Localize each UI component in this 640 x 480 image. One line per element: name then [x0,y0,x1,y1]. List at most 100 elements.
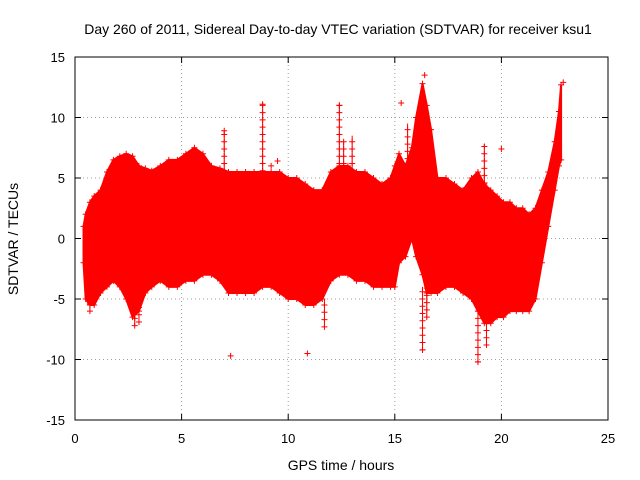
x-axis: 0 5 10 15 20 25 [71,57,615,446]
y-axis-title: SDTVAR / TECUs [5,183,21,295]
edge-marker [110,156,117,163]
x-tick-label: 20 [494,431,508,446]
spike-marker [474,351,481,358]
edge-marker [460,289,467,296]
edge-marker [97,187,104,194]
outlier-point [560,79,567,86]
edge-marker [225,289,232,296]
spike-marker [131,322,138,329]
edge-marker [302,181,309,188]
edge-marker [474,168,481,175]
spike-marker [404,162,411,169]
spike-marker [349,138,356,145]
spike-marker [419,296,426,302]
spike-marker [135,289,142,296]
spike-marker [336,131,343,138]
edge-marker [276,289,283,296]
edge-marker [319,187,326,194]
edge-marker [391,283,398,290]
spike-marker [419,325,426,332]
x-tick-label: 5 [178,431,185,446]
spike-marker [86,286,93,293]
outlier-point [421,72,428,79]
edge-marker [129,153,136,160]
edge-marker [551,138,558,145]
spike-marker [259,138,266,145]
spike-marker [135,318,142,325]
edge-marker [336,271,343,278]
y-tick-label: 5 [58,171,65,186]
spike-marker [419,288,426,295]
edge-marker [242,289,249,296]
edge-marker [545,168,552,175]
edge-marker [526,308,533,315]
edge-marker [216,165,223,172]
data-band [82,83,563,325]
spike-marker [135,297,142,304]
edge-marker [208,271,215,278]
edge-marker [419,80,426,87]
edge-marker [142,165,149,172]
spike-marker [259,153,266,160]
edge-marker [532,205,539,212]
edge-marker [344,271,351,278]
edge-marker [379,181,386,188]
spike-marker [474,329,481,336]
spike-marker [321,323,328,330]
edge-marker [408,235,415,242]
edge-marker [174,156,181,163]
spike-marker [349,175,356,181]
edge-marker [519,308,526,315]
spike-marker [404,155,411,162]
edge-marker [251,168,258,175]
spike-marker [404,133,411,140]
edge-marker [353,277,360,284]
edge-marker [91,193,98,200]
spike-marker [221,138,228,145]
edge-marker [451,181,458,188]
x-tick-label: 25 [601,431,615,446]
edge-marker [86,199,93,206]
edge-marker [234,289,241,296]
outlier-point [398,99,405,106]
outlier-point [227,352,234,359]
edge-marker [353,168,360,175]
spike-marker [481,150,488,157]
spike-marker [419,339,426,346]
edge-marker [216,277,223,284]
edge-marker [519,205,526,212]
spike-marker [340,138,347,145]
x-tick-label: 10 [281,431,295,446]
spike-marker [483,327,490,334]
edge-marker [268,168,275,175]
spike-marker [340,160,347,167]
edge-marker [361,168,368,175]
edge-marker [555,162,562,169]
edge-marker [361,277,368,284]
spike-marker [135,304,142,311]
spike-marker [340,175,347,181]
spike-marker [423,292,430,299]
edge-marker [310,302,317,309]
edge-marker [285,296,292,302]
edge-marker [555,108,562,115]
spike-marker [336,124,343,131]
edge-marker [123,150,130,157]
spike-marker [259,116,266,123]
spike-marker [221,145,228,152]
spike-marker [259,167,266,174]
edge-marker [327,168,334,175]
spike-marker [340,153,347,160]
edge-marker [506,199,513,206]
spike-marker [131,315,138,322]
edge-marker [148,167,155,174]
edge-marker [165,156,172,163]
spike-marker [135,311,142,318]
spike-marker [349,145,356,152]
edge-marker [460,187,467,194]
y-tick-label: -5 [53,292,65,307]
y-axis: -15 -10 -5 0 5 10 15 [46,50,608,428]
edge-marker [103,168,110,175]
spike-marker [131,300,138,307]
edge-marker [396,259,403,266]
